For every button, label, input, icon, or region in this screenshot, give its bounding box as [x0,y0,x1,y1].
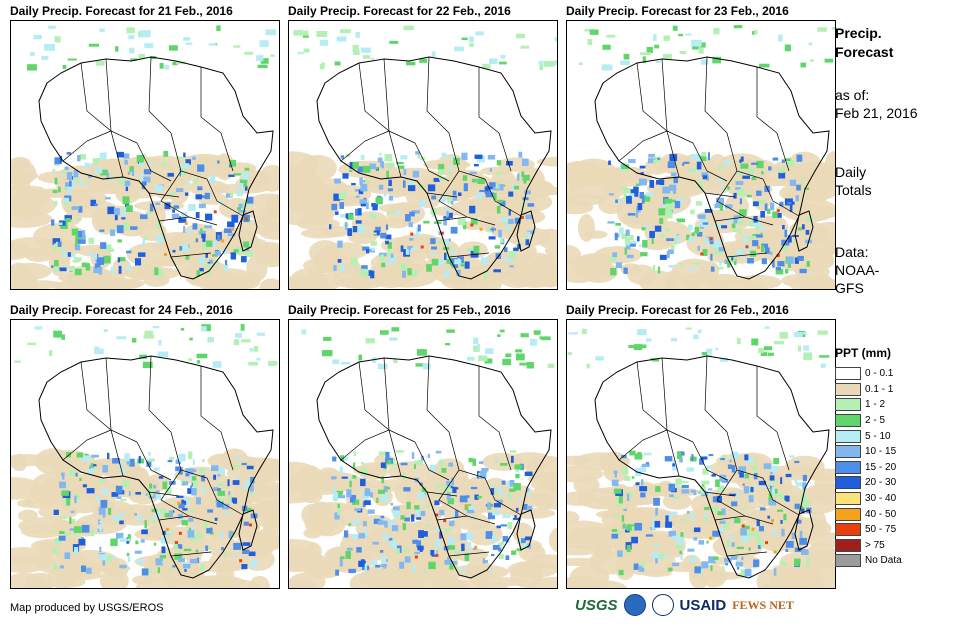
legend-item: > 75 [835,538,902,554]
legend-item: 1 - 2 [835,397,902,413]
map-frame [566,20,836,290]
map-panel-6: Daily Precip. Forecast for 26 Feb., 2016 [566,302,836,589]
panel-title: Daily Precip. Forecast for 21 Feb., 2016 [10,4,233,18]
legend-swatch [835,507,861,521]
map-frame [566,319,836,589]
noaa-logo-icon [623,594,646,616]
legend-item: No Data [835,553,902,569]
legend-swatch [835,429,861,443]
africa-precip-map [567,326,835,588]
legend-item: 50 - 75 [835,522,902,538]
forecast-title: Precip. Forecast [835,24,893,62]
totals-label: Totals [835,182,872,198]
data-label: Data: [835,244,869,260]
usaid-logo: USAID [679,596,727,614]
legend-swatch [835,554,861,568]
legend-swatch [835,445,861,459]
legend-item: 0.1 - 1 [835,382,902,398]
legend-swatch [835,492,861,506]
legend-item: 2 - 5 [835,413,902,429]
legend-item: 40 - 50 [835,506,902,522]
map-panel-5: Daily Precip. Forecast for 25 Feb., 2016 [288,302,558,589]
footer-credit: Map produced by USGS/EROS [10,602,164,614]
legend-label: > 75 [865,539,885,551]
legend-rows: 0 - 0.1 0.1 - 1 1 - 2 2 - 5 5 - 10 10 - 15 15 … [835,366,902,569]
panel-title: Daily Precip. Forecast for 24 Feb., 2016 [10,303,233,317]
legend-label: 40 - 50 [865,508,897,520]
map-frame [10,319,280,589]
daily-totals-block: Daily Totals [835,163,872,199]
map-frame [10,20,280,290]
africa-precip-map [289,25,557,289]
precip-legend: PPT (mm) 0 - 0.1 0.1 - 1 1 - 2 2 - 5 5 - 10 1… [835,346,902,569]
panel-title: Daily Precip. Forecast for 25 Feb., 2016 [288,303,511,317]
africa-precip-map [289,327,557,588]
africa-precip-map [11,324,279,588]
panel-title: Daily Precip. Forecast for 23 Feb., 2016 [566,4,789,18]
as-of-date: Feb 21, 2016 [835,105,918,121]
legend-swatch [835,523,861,537]
title-line-1: Precip. [835,25,882,41]
map-frame [288,319,558,589]
panel-title: Daily Precip. Forecast for 26 Feb., 2016 [566,303,789,317]
legend-label: 0.1 - 1 [865,383,894,395]
fews-net-logo: FEWS NET [732,597,794,612]
map-panel-2: Daily Precip. Forecast for 22 Feb., 2016 [288,3,558,290]
map-frame [288,20,558,290]
panel-title: Daily Precip. Forecast for 22 Feb., 2016 [288,4,511,18]
title-line-2: Forecast [835,44,894,60]
legend-swatch [835,382,861,396]
agency-seal-icon [651,594,674,616]
legend-label: 15 - 20 [865,461,897,473]
legend-item: 20 - 30 [835,475,902,491]
africa-precip-map [11,25,279,289]
legend-swatch [835,398,861,412]
legend-title: PPT (mm) [835,346,892,360]
legend-label: 10 - 15 [865,446,897,458]
logo-bar: USGS USAID FEWS NET [575,594,794,616]
usgs-logo: USGS [575,596,618,614]
data-source-2: GFS [835,280,864,296]
legend-item: 30 - 40 [835,491,902,507]
legend-label: 1 - 2 [865,399,886,411]
legend-label: 0 - 0.1 [865,368,894,380]
legend-label: 20 - 30 [865,477,897,489]
daily-label: Daily [835,164,867,180]
legend-label: 2 - 5 [865,415,886,427]
data-source-1: NOAA- [835,262,880,278]
legend-swatch [835,476,861,490]
africa-precip-map [567,25,835,289]
map-panel-3: Daily Precip. Forecast for 23 Feb., 2016 [566,3,836,290]
as-of-block: as of: Feb 21, 2016 [835,86,918,122]
legend-item: 0 - 0.1 [835,366,902,382]
legend-label: 5 - 10 [865,430,891,442]
data-source-block: Data: NOAA- GFS [835,243,879,297]
map-panel-1: Daily Precip. Forecast for 21 Feb., 2016 [10,3,280,290]
map-panel-4: Daily Precip. Forecast for 24 Feb., 2016 [10,302,280,589]
legend-label: 50 - 75 [865,524,897,536]
legend-label: No Data [865,555,902,567]
legend-swatch [835,414,861,428]
legend-item: 15 - 20 [835,460,902,476]
legend-swatch [835,538,861,552]
as-of-label: as of: [835,87,870,103]
legend-swatch [835,460,861,474]
legend-item: 10 - 15 [835,444,902,460]
legend-swatch [835,367,861,381]
legend-label: 30 - 40 [865,493,897,505]
legend-item: 5 - 10 [835,428,902,444]
